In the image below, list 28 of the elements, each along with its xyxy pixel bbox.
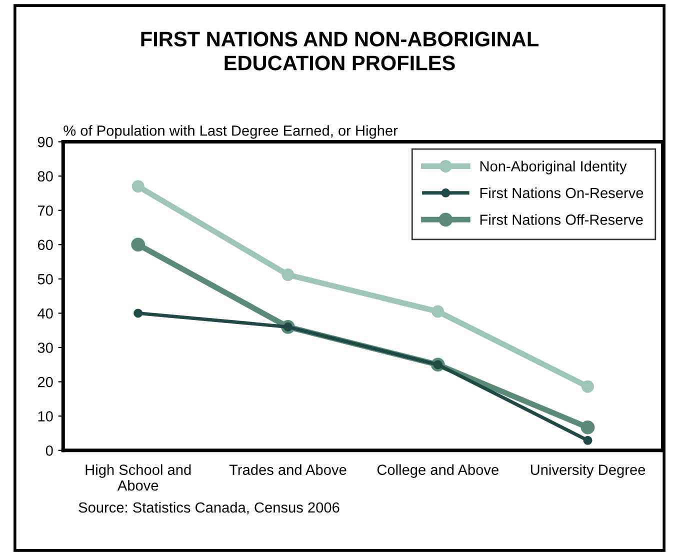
point	[131, 238, 146, 252]
x-tick-label: High School and Above	[86, 464, 191, 491]
legend-label: Non-Aboriginal Identity	[480, 160, 627, 174]
y-tick-label: 30	[38, 342, 53, 353]
point	[580, 420, 595, 434]
y-tick-label: 90	[38, 136, 53, 148]
point	[432, 305, 444, 318]
y-tick-label: 0	[46, 445, 53, 456]
y-tick-label: 50	[38, 274, 53, 284]
y-axis-title: % of Population with Last Degree Earned, or Higher	[64, 125, 398, 139]
y-tick-label: 40	[38, 308, 53, 319]
legend-label: First Nations Off-Reserve	[480, 214, 643, 225]
y-tick-label: 10	[38, 411, 53, 422]
y-tick-label: 70	[38, 205, 53, 216]
y-tick-label: 80	[38, 171, 53, 182]
source-note: Source: Statistics Canada, Census 2006	[78, 502, 340, 514]
chart-title: FIRST NATIONS AND NON-ABORIGINAL EDUCATION PROFILES	[141, 32, 539, 70]
x-tick-label: Trades and Above	[229, 464, 346, 475]
point	[282, 268, 294, 282]
point	[583, 436, 592, 445]
y-tick-label: 20	[38, 376, 53, 388]
legend-label: First Nations On-Reserve	[480, 187, 644, 198]
point	[132, 180, 144, 193]
point	[134, 308, 143, 318]
x-tick-label: University Degree	[530, 464, 646, 478]
x-tick-label: College and Above	[377, 464, 498, 478]
y-tick-label: 60	[38, 240, 53, 250]
point	[582, 380, 594, 393]
